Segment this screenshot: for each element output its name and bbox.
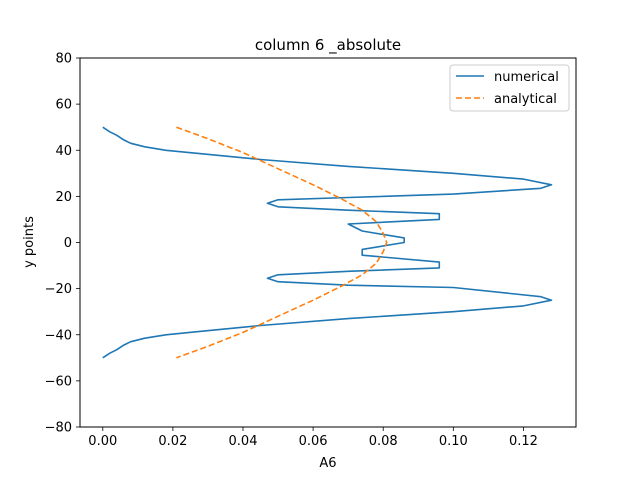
y-tick-label: −20 [45, 282, 72, 297]
x-tick-label: 0.02 [158, 434, 187, 449]
x-tick-label: 0.10 [439, 434, 468, 449]
x-tick-label: 0.00 [88, 434, 117, 449]
y-tick-label: 40 [55, 144, 72, 159]
y-tick-label: −60 [45, 374, 72, 389]
y-axis-label: y points [22, 216, 37, 268]
x-ticks: 0.00 0.02 0.04 0.06 0.08 0.10 0.12 [88, 427, 538, 449]
y-tick-label: −40 [45, 328, 72, 343]
x-tick-label: 0.06 [299, 434, 328, 449]
series-line-numerical [102, 126, 553, 359]
x-tick-label: 0.04 [229, 434, 258, 449]
chart-title: column 6 _absolute [255, 36, 401, 55]
plot-lines [102, 126, 553, 359]
x-axis-label: A6 [319, 456, 336, 471]
x-tick-label: 0.12 [509, 434, 538, 449]
legend: numerical analytical [449, 64, 570, 112]
y-tick-label: 80 [55, 52, 72, 67]
legend-label-analytical: analytical [494, 92, 557, 107]
y-tick-label: 60 [55, 98, 72, 113]
legend-label-numerical: numerical [494, 70, 559, 85]
series-line-analytical [176, 126, 388, 359]
y-tick-label: −80 [45, 421, 72, 436]
y-ticks: −80 −60 −40 −20 0 20 40 60 80 [45, 52, 80, 436]
y-tick-label: 20 [55, 190, 72, 205]
x-tick-label: 0.08 [369, 434, 398, 449]
y-tick-label: 0 [64, 236, 72, 251]
